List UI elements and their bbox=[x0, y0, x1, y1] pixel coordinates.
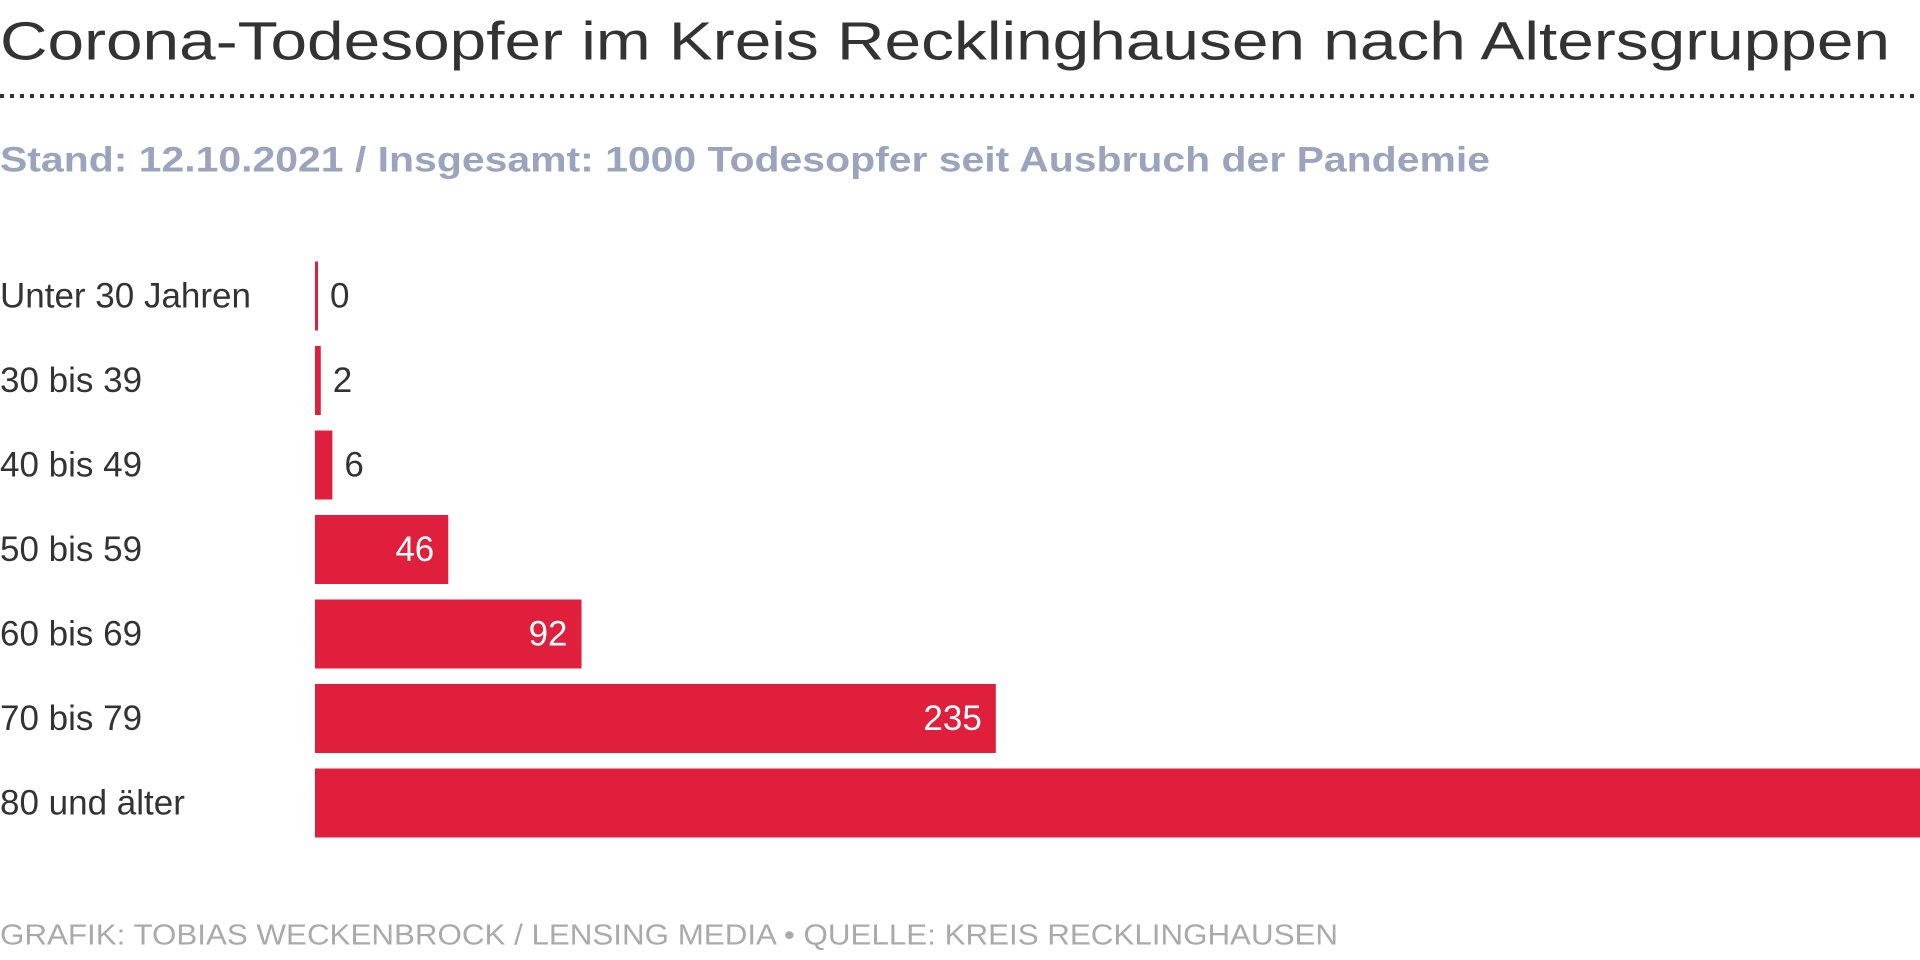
source: GRAFIK: TOBIAS WECKENBROCK / LENSING MED… bbox=[0, 920, 1338, 952]
value-label: 92 bbox=[529, 614, 568, 653]
bar bbox=[315, 599, 582, 669]
value-label: 235 bbox=[923, 699, 981, 738]
bar bbox=[315, 346, 321, 415]
value-label: 0 bbox=[330, 276, 349, 315]
category-label: 40 bis 49 bbox=[0, 445, 142, 484]
bar bbox=[315, 768, 1920, 838]
value-label: 2 bbox=[333, 361, 352, 400]
bar bbox=[315, 515, 449, 584]
category-label: Unter 30 Jahren bbox=[0, 276, 251, 315]
bar bbox=[315, 261, 318, 331]
chart-subtitle: Stand: 12.10.2021 / Insgesamt: 1000 Tode… bbox=[0, 140, 1490, 179]
category-label: 30 bis 39 bbox=[0, 361, 142, 400]
category-label: 60 bis 69 bbox=[0, 614, 142, 653]
value-label: 6 bbox=[344, 445, 363, 484]
bar bbox=[315, 684, 996, 753]
category-label: 70 bis 79 bbox=[0, 699, 142, 738]
chart-title: Corona-Todesopfer im Kreis Recklinghause… bbox=[0, 11, 1890, 71]
bar bbox=[315, 430, 333, 500]
value-label: 46 bbox=[395, 530, 434, 569]
category-label: 80 und älter bbox=[0, 783, 185, 822]
category-label: 50 bis 59 bbox=[0, 530, 142, 569]
